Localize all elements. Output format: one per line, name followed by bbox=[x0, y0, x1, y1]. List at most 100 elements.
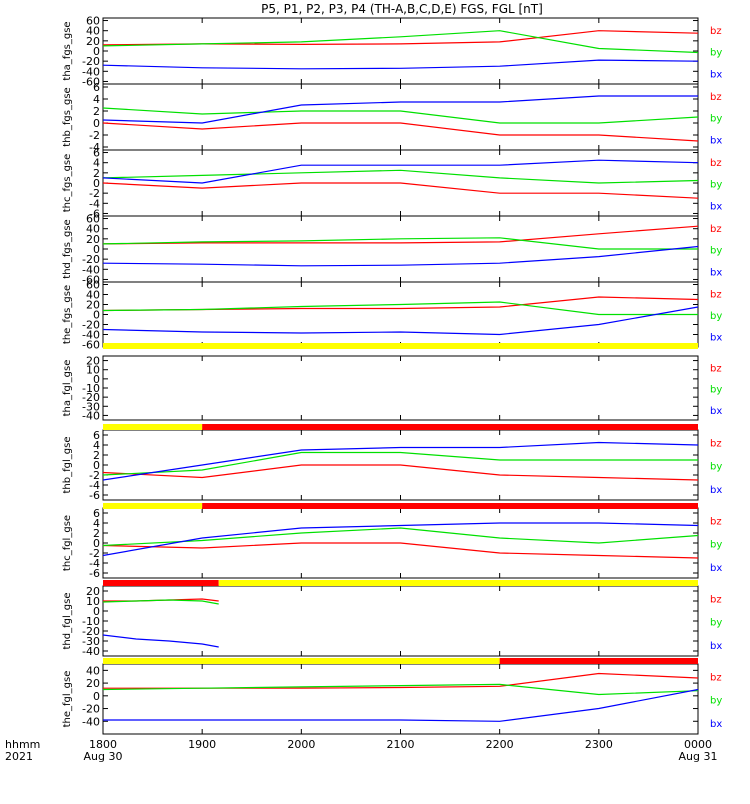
series-bz bbox=[102, 296, 699, 312]
series-bx bbox=[102, 306, 699, 336]
legend-bx: bx bbox=[710, 135, 722, 146]
series-bx bbox=[102, 59, 699, 70]
series-bx bbox=[103, 688, 699, 722]
y-tick-label: 6 bbox=[93, 81, 100, 94]
series-by bbox=[102, 683, 699, 696]
legend-by: by bbox=[710, 385, 722, 396]
y-tick-label: -6 bbox=[89, 207, 100, 220]
flag-segment-yellow bbox=[103, 343, 698, 349]
y-axis-label: thc_fgl_gse bbox=[62, 515, 73, 571]
legend-bz: bz bbox=[710, 517, 722, 528]
legend-by: by bbox=[710, 246, 722, 257]
legend-bz: bz bbox=[710, 673, 722, 684]
y-tick-label: -6 bbox=[89, 567, 100, 580]
legend-bx: bx bbox=[710, 267, 722, 278]
y-tick-label: 2 bbox=[93, 167, 100, 180]
y-tick-label: -40 bbox=[82, 263, 100, 276]
legend-bz: bz bbox=[710, 92, 722, 103]
y-tick-label: 20 bbox=[86, 355, 100, 368]
legend-by: by bbox=[710, 311, 722, 322]
y-tick-label: 20 bbox=[86, 299, 100, 312]
flag-segment-red bbox=[103, 580, 219, 586]
y-tick-label: -40 bbox=[82, 409, 100, 422]
y-tick-label: -10 bbox=[82, 382, 100, 395]
series-by bbox=[102, 599, 219, 605]
series-bx bbox=[102, 441, 699, 481]
legend-by: by bbox=[710, 180, 722, 191]
legend-by: by bbox=[710, 618, 722, 629]
legend-bx: bx bbox=[710, 333, 722, 344]
legend-bz: bz bbox=[710, 439, 722, 450]
legend-bz: bz bbox=[710, 26, 722, 37]
y-tick-label: 4 bbox=[93, 439, 100, 452]
flag-segment-yellow bbox=[103, 424, 203, 430]
x-tick-label: 2000 bbox=[287, 738, 315, 751]
panel-frame bbox=[102, 585, 699, 657]
series-bz bbox=[102, 225, 699, 245]
legend-bz: bz bbox=[710, 158, 722, 169]
series-by bbox=[102, 107, 699, 124]
y-tick-label: 6 bbox=[93, 507, 100, 520]
y-tick-label: -4 bbox=[89, 141, 100, 154]
y-tick-label: 0 bbox=[93, 177, 100, 190]
legend-by: by bbox=[710, 114, 722, 125]
y-tick-label: 10 bbox=[86, 364, 100, 377]
y-tick-label: -2 bbox=[89, 129, 100, 142]
y-tick-label: -6 bbox=[89, 489, 100, 502]
x-tick-label: 1900 bbox=[188, 738, 216, 751]
legend-bz: bz bbox=[710, 364, 722, 375]
panel-frame bbox=[102, 17, 699, 85]
series-bz bbox=[102, 30, 699, 46]
legend-bx: bx bbox=[710, 641, 722, 652]
y-tick-label: 2 bbox=[93, 449, 100, 462]
series-by bbox=[102, 169, 699, 184]
y-tick-label: -40 bbox=[82, 715, 100, 728]
series-bx bbox=[102, 634, 219, 648]
flag-segment-red bbox=[499, 658, 698, 664]
y-tick-label: 6 bbox=[93, 429, 100, 442]
legend-by: by bbox=[710, 462, 722, 473]
series-bz bbox=[102, 542, 699, 559]
y-tick-label: 4 bbox=[93, 517, 100, 530]
x-tick-label: 0000 bbox=[684, 738, 712, 751]
y-tick-label: -20 bbox=[82, 319, 100, 332]
y-axis-label: thd_fgs_gse bbox=[62, 219, 73, 278]
y-tick-label: 2 bbox=[93, 105, 100, 118]
series-bx bbox=[102, 159, 699, 184]
legend-bx: bx bbox=[710, 719, 722, 730]
y-tick-label: -60 bbox=[82, 273, 100, 286]
y-tick-label: 40 bbox=[86, 25, 100, 38]
date-end-label: Aug 31 bbox=[679, 750, 718, 763]
y-tick-label: 0 bbox=[93, 117, 100, 130]
y-tick-label: 20 bbox=[86, 677, 100, 690]
series-by bbox=[102, 527, 699, 547]
y-tick-label: -60 bbox=[82, 339, 100, 352]
y-tick-label: 0 bbox=[93, 605, 100, 618]
legend-by: by bbox=[710, 696, 722, 707]
y-tick-label: -4 bbox=[89, 557, 100, 570]
y-tick-label: 0 bbox=[93, 537, 100, 550]
y-tick-label: 40 bbox=[86, 289, 100, 302]
y-tick-label: -4 bbox=[89, 197, 100, 210]
legend-bx: bx bbox=[710, 485, 722, 496]
series-bx bbox=[102, 522, 699, 557]
y-tick-label: 0 bbox=[93, 459, 100, 472]
flag-segment-red bbox=[202, 503, 698, 509]
x-tick-label: 2300 bbox=[585, 738, 613, 751]
legend-bz: bz bbox=[710, 290, 722, 301]
legend-bx: bx bbox=[710, 406, 722, 417]
y-tick-label: 4 bbox=[93, 157, 100, 170]
y-axis-label: the_fgs_gse bbox=[62, 285, 73, 344]
legend-bz: bz bbox=[710, 224, 722, 235]
legend-bz: bz bbox=[710, 595, 722, 606]
y-tick-label: -30 bbox=[82, 635, 100, 648]
series-by bbox=[102, 451, 698, 476]
y-axis-label: the_fgl_gse bbox=[62, 671, 73, 728]
row-label-year: 2021 bbox=[5, 750, 33, 763]
